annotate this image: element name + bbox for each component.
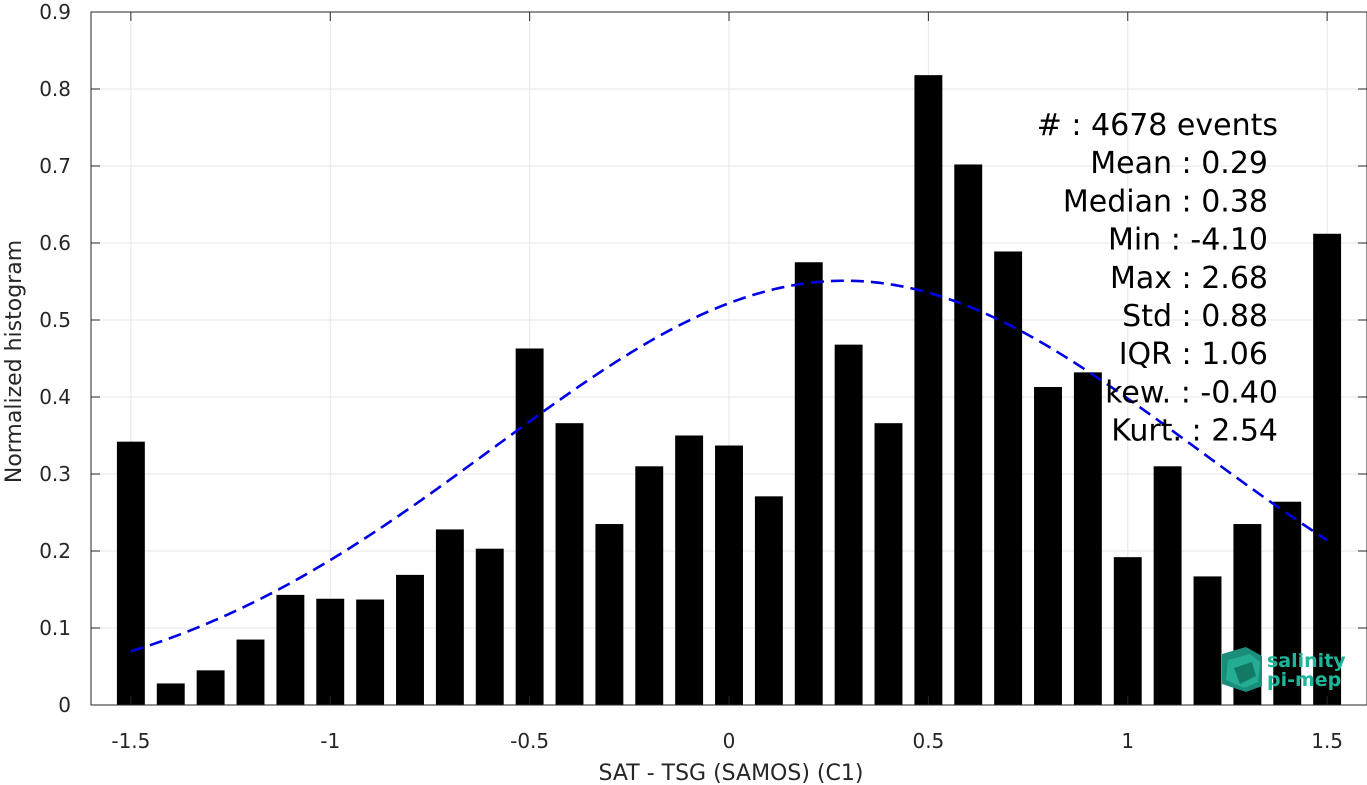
- stat-line: Min : -4.10: [1108, 223, 1268, 258]
- histogram-bar: [595, 524, 624, 705]
- y-axis-ticks: 0 0.1 0.2 0.3 0.4 0.5 0.6 0.7 0.8 0.9: [39, 0, 1367, 717]
- histogram-bar: [1034, 386, 1062, 705]
- stat-line: kew. : -0.40: [1105, 375, 1278, 410]
- histogram-bar: [316, 598, 345, 705]
- stat-line: IQR : 1.06: [1119, 337, 1268, 372]
- histogram-bar: [914, 75, 943, 705]
- histogram-bar: [834, 344, 863, 705]
- histogram-bar: [1313, 233, 1342, 705]
- y-tick-label: 0.5: [39, 308, 71, 332]
- histogram-bar: [874, 423, 903, 705]
- histogram-bar: [635, 466, 664, 705]
- histogram-bar: [555, 423, 584, 705]
- x-tick-label: 0.5: [912, 729, 944, 753]
- histogram-bar: [754, 496, 783, 705]
- logo-mark-icon: [1222, 647, 1262, 692]
- y-tick-label: 0.7: [39, 154, 71, 178]
- x-axis-ticks: -1.5 -1 -0.5 0 0.5 1 1.5: [111, 12, 1343, 753]
- y-tick-label: 0.6: [39, 231, 71, 255]
- histogram-bars: [116, 75, 1342, 705]
- x-tick-label: -1.5: [111, 729, 150, 753]
- histogram-bar: [1153, 466, 1182, 705]
- histogram-bar: [1273, 501, 1302, 705]
- stat-line: # : 4678 events: [1037, 108, 1278, 143]
- y-tick-label: 0.9: [39, 0, 71, 24]
- x-tick-label: 1: [1121, 729, 1134, 753]
- stat-line: Median : 0.38: [1063, 184, 1268, 219]
- logo-text-salinity: salinity: [1267, 650, 1346, 672]
- histogram-bar: [435, 529, 464, 705]
- histogram-bar: [356, 599, 385, 705]
- x-tick-label: 1.5: [1311, 729, 1343, 753]
- histogram-bar: [715, 445, 743, 705]
- histogram-bar: [515, 348, 544, 705]
- stat-line: Std : 0.88: [1122, 299, 1268, 334]
- histogram-bar: [116, 441, 145, 705]
- salinity-pimep-logo: salinity pi-mep: [1222, 647, 1346, 692]
- histogram-bar: [1113, 557, 1142, 705]
- y-tick-label: 0.2: [39, 539, 71, 563]
- histogram-bar: [236, 639, 265, 705]
- stat-line: Mean : 0.29: [1090, 146, 1268, 181]
- histogram-bar: [994, 251, 1023, 705]
- histogram-bar: [675, 435, 704, 705]
- histogram-bar: [954, 164, 983, 705]
- logo-text-pimep: pi-mep: [1267, 669, 1341, 691]
- x-tick-label: -1: [320, 729, 340, 753]
- x-axis-label: SAT - TSG (SAMOS) (C1): [599, 761, 864, 785]
- x-tick-label: -0.5: [510, 729, 549, 753]
- x-tick-label: 0: [723, 729, 736, 753]
- histogram-bar: [196, 670, 225, 705]
- y-tick-label: 0: [58, 693, 71, 717]
- y-tick-label: 0.4: [39, 385, 71, 409]
- y-axis-label: Normalized histogram: [2, 240, 27, 483]
- histogram-bar: [396, 574, 424, 705]
- stat-line: Max : 2.68: [1110, 261, 1268, 296]
- histogram-bar: [276, 594, 305, 705]
- stat-line: Kurt. : 2.54: [1111, 414, 1278, 449]
- y-tick-label: 0.1: [39, 616, 71, 640]
- histogram-bar: [475, 548, 504, 705]
- histogram-bar: [156, 683, 185, 705]
- histogram-bar: [1073, 372, 1102, 705]
- histogram-bar: [1193, 576, 1222, 705]
- y-tick-label: 0.8: [39, 77, 71, 101]
- gaussian-fit-curve: [130, 279, 1328, 653]
- histogram-bar: [794, 262, 823, 705]
- y-tick-label: 0.3: [39, 462, 71, 486]
